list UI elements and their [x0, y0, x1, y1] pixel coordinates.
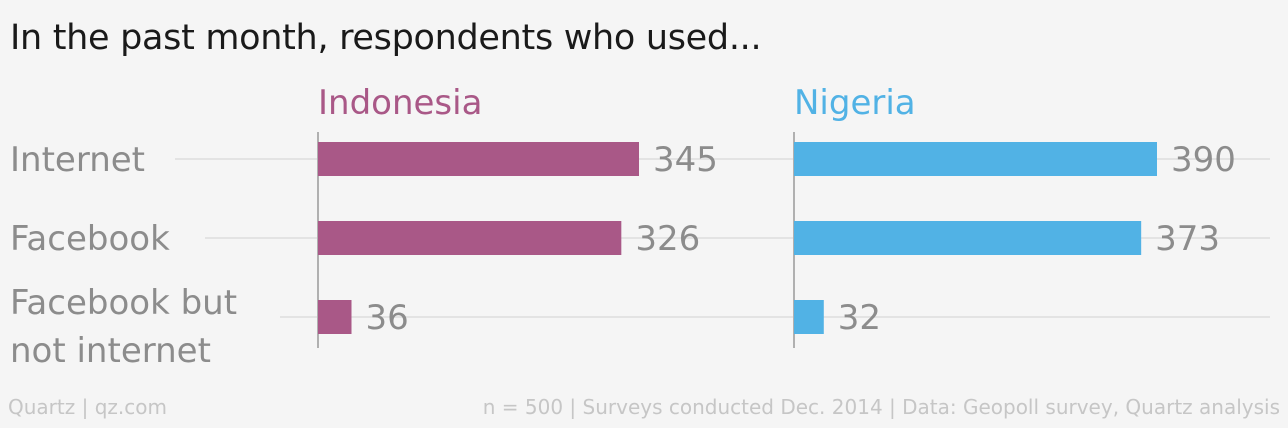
footer-credit: Quartz | qz.com: [8, 395, 167, 419]
series-label: Nigeria: [794, 83, 916, 123]
data-label: 390: [1171, 140, 1236, 180]
category-label: Facebook but not internet: [10, 283, 237, 371]
data-label: 36: [365, 298, 408, 338]
data-label: 326: [635, 219, 700, 259]
bar: [794, 221, 1142, 255]
data-label: 32: [838, 298, 881, 338]
data-label: 345: [653, 140, 718, 180]
bar: [318, 221, 622, 255]
data-label: 373: [1155, 219, 1220, 259]
bar: [794, 300, 824, 334]
bar: [794, 142, 1157, 176]
series-label: Indonesia: [318, 83, 482, 123]
category-label: Facebook: [10, 219, 170, 259]
category-label: Internet: [10, 140, 145, 180]
chart-title: In the past month, respondents who used.…: [10, 18, 762, 58]
bar: [318, 300, 352, 334]
bar: [318, 142, 639, 176]
footer-source-note: n = 500 | Surveys conducted Dec. 2014 | …: [482, 395, 1280, 419]
